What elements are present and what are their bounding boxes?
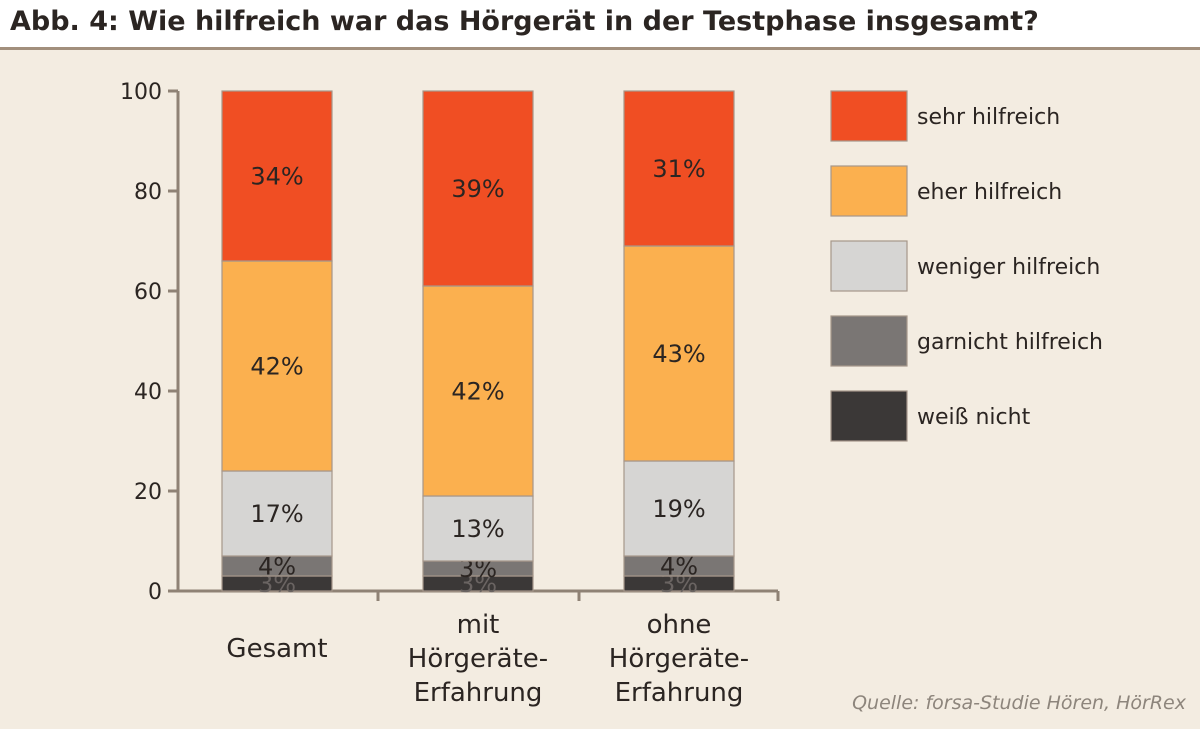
bar-segment [623,90,735,247]
source-note: Quelle: forsa-Studie Hören, HörRex [852,692,1186,714]
legend-label: garnicht hilfreich [917,330,1103,355]
bar-data-label: 17% [250,500,303,528]
bar-segment [221,90,333,262]
bar-data-label: 4% [258,553,296,581]
bar-segment [221,260,333,472]
bar-data-label: 43% [652,340,705,368]
legend-swatch [830,240,908,292]
category-label: Hörgeräte- [609,644,749,674]
category-label: ohne [647,610,712,640]
legend-label: weiß nicht [917,405,1031,430]
bar-segment [221,470,333,557]
y-tick-label: 20 [134,480,162,505]
y-tick-label: 80 [134,180,162,205]
bar-data-label: 42% [451,378,504,406]
bar-data-label: 13% [451,515,504,543]
legend-swatch [830,165,908,217]
legend-swatch [830,90,908,142]
category-label: mit [457,610,500,640]
legend-swatch [830,390,908,442]
y-tick-label: 40 [134,380,162,405]
bar-segment [623,245,735,462]
legend-swatch [830,315,908,367]
legend-label: weniger hilfreich [917,255,1100,280]
legend-label: eher hilfreich [917,180,1062,205]
bar-data-label: 31% [652,155,705,183]
y-tick-label: 60 [134,280,162,305]
bar-data-label: 42% [250,353,303,381]
bar-segment [422,90,534,287]
category-label: Erfahrung [615,678,744,708]
bar-segment [422,495,534,562]
category-label: Erfahrung [414,678,543,708]
y-tick-label: 100 [120,80,162,105]
legend-label: sehr hilfreich [917,105,1060,130]
chart-title: Abb. 4: Wie hilfreich war das Hörgerät i… [10,6,1039,37]
bar-data-label: 39% [451,175,504,203]
bar-data-label: 4% [660,553,698,581]
bar-data-label: 34% [250,163,303,191]
y-tick-label: 0 [148,580,162,605]
bar-segment [422,285,534,497]
category-label: Gesamt [226,634,327,664]
bar-segment [623,460,735,557]
category-label: Hörgeräte- [408,644,548,674]
title-band: Abb. 4: Wie hilfreich war das Hörgerät i… [0,0,1200,50]
bar-data-label: 19% [652,495,705,523]
